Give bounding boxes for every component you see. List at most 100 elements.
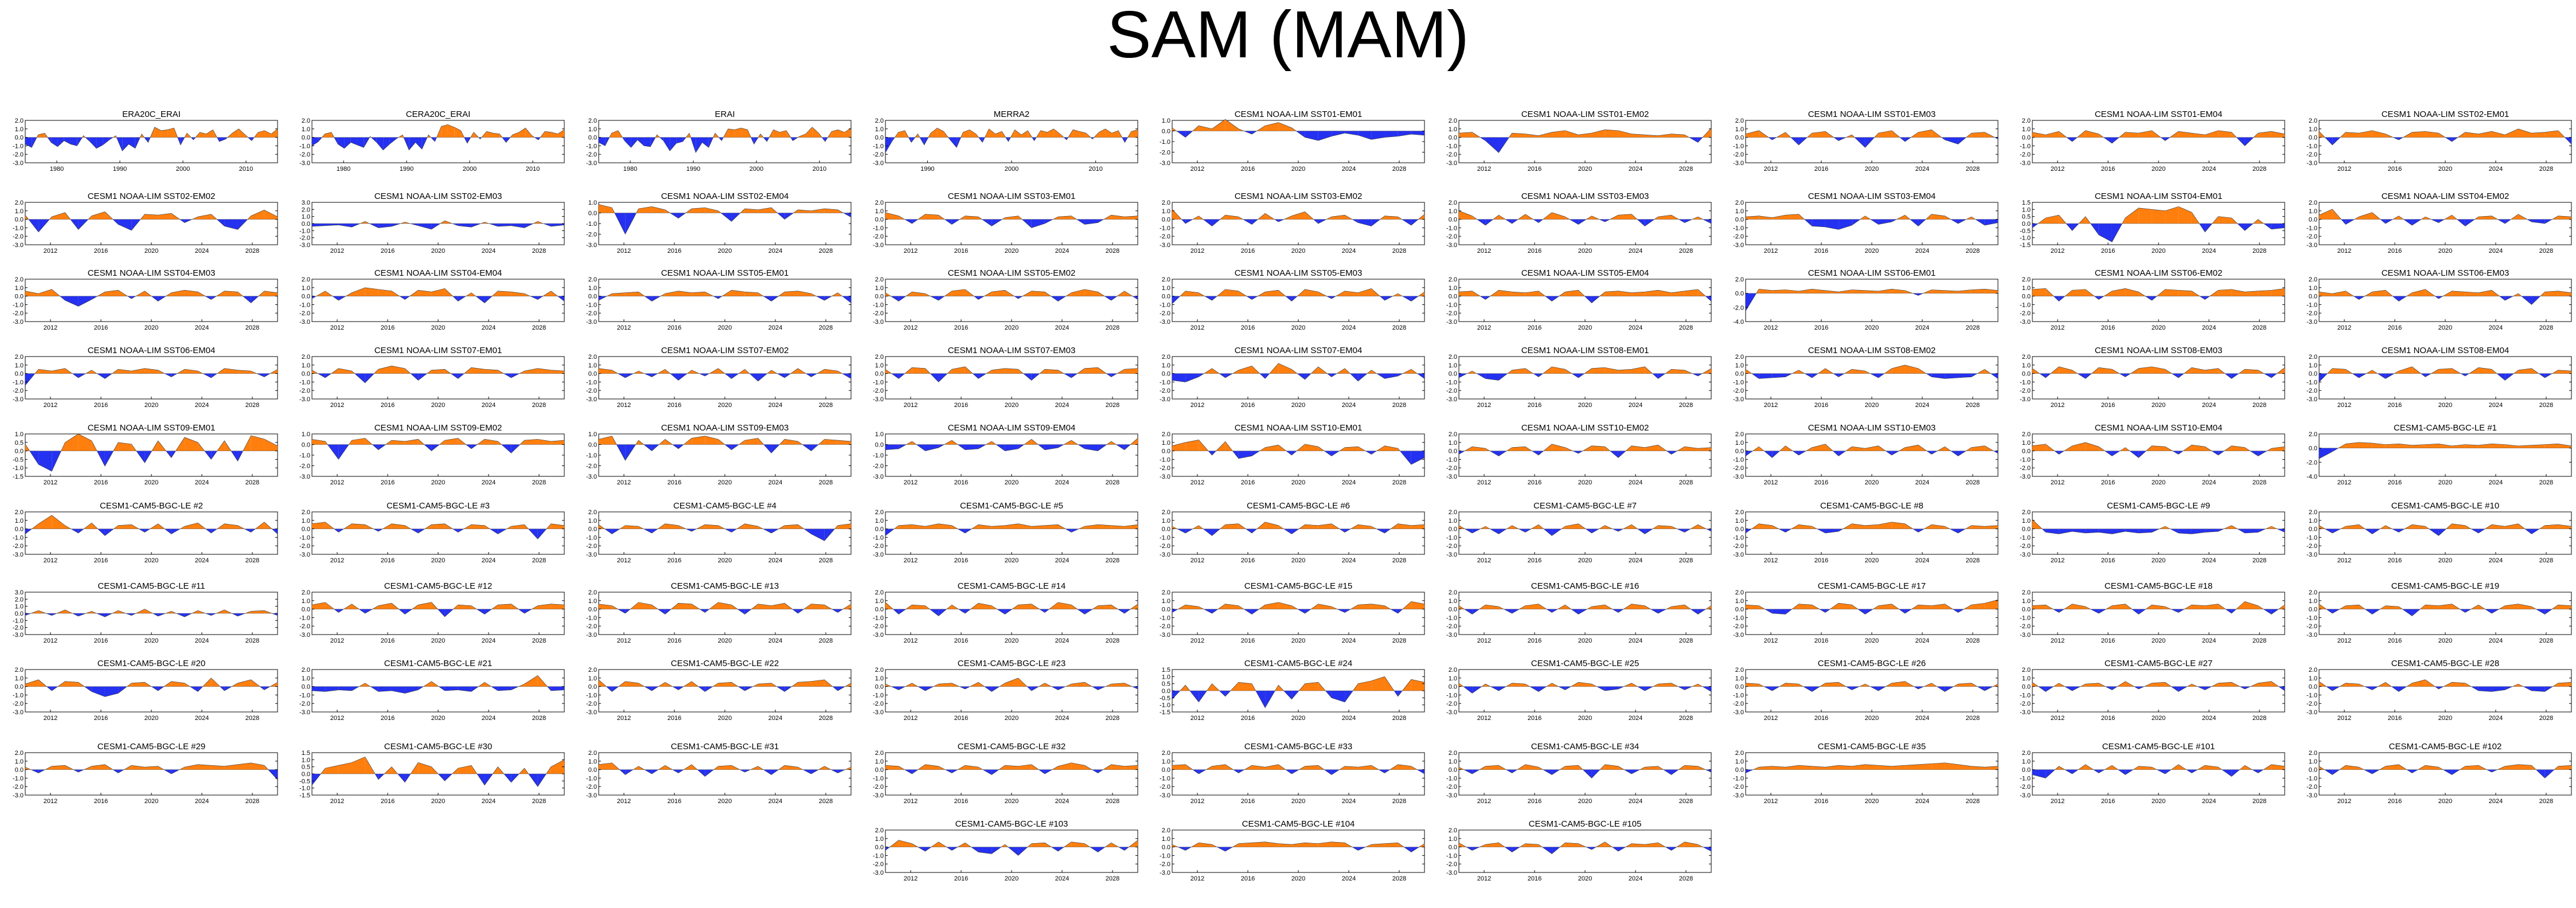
anomaly-area (1005, 765, 1018, 770)
x-tick-label: 2016 (381, 715, 395, 722)
x-tick-label: 2028 (532, 715, 546, 722)
panel-frame (311, 511, 565, 555)
anomaly-area (557, 130, 564, 138)
y-tick-label: 0.0 (15, 371, 24, 378)
series-line (1172, 601, 1425, 615)
anomaly-area (1632, 134, 1645, 138)
panel-frame (885, 752, 1138, 796)
y-tick-label: -2.0 (1446, 543, 1457, 550)
series-line (1745, 288, 1999, 311)
anomaly-area (1931, 604, 1945, 609)
panel: CESM1 NOAA-LIM SST07-EM042.01.00.0-1.0-2… (1160, 346, 1425, 409)
anomaly-area (718, 602, 732, 609)
anomaly-area (2258, 290, 2271, 296)
y-tick-label: -1.0 (299, 143, 310, 150)
x-tick-label: 2020 (2152, 402, 2165, 409)
y-tick-label: 1.0 (302, 126, 310, 133)
y-tick-label: -2.0 (1160, 233, 1170, 240)
anomaly-area (625, 137, 631, 148)
x-tick-label: 2028 (245, 715, 259, 722)
y-tick-label: 0.0 (302, 293, 310, 300)
anomaly-area (2372, 130, 2386, 138)
panel-title: CESM1 NOAA-LIM SST01-EM01 (1235, 109, 1363, 119)
anomaly-area (2412, 289, 2426, 296)
panel-title: CESM1 NOAA-LIM SST03-EM02 (1235, 191, 1363, 201)
anomaly-area (52, 515, 65, 529)
x-tick-label: 2024 (1629, 557, 1642, 564)
y-tick-label: -2.0 (873, 784, 884, 790)
panel-frame (2319, 592, 2572, 635)
panel: CESM1 NOAA-LIM SST07-EM012.01.00.0-1.0-2… (299, 346, 565, 409)
anomaly-area (1852, 289, 1865, 293)
anomaly-area (744, 523, 758, 529)
x-tick-label: 2016 (1241, 715, 1255, 722)
y-tick-label: -3.0 (586, 551, 597, 558)
y-tick-label: 2.0 (15, 199, 24, 206)
y-tick-label: 2.0 (1735, 667, 1744, 674)
panel-frame (1458, 279, 1712, 322)
y-tick-label: -1.0 (873, 143, 884, 150)
panel-title: CESM1 NOAA-LIM SST02-EM03 (374, 191, 502, 201)
anomaly-area (1645, 766, 1658, 770)
anomaly-area (1047, 128, 1054, 138)
x-tick-label: 2028 (245, 798, 259, 805)
y-tick-label: 2.0 (2309, 667, 2317, 674)
panel: CESM1-CAM5-BGC-LE #282.01.00.0-1.0-2.0-3… (2306, 659, 2572, 722)
y-tick-label: -2.0 (2020, 465, 2031, 472)
anomaly-area (806, 127, 813, 138)
x-tick-label: 2020 (145, 479, 158, 486)
anomaly-area (145, 214, 158, 220)
anomaly-area (784, 291, 798, 296)
anomaly-area (145, 766, 158, 770)
anomaly-area (885, 444, 899, 450)
y-tick-label: -2.0 (13, 625, 24, 632)
x-tick-label: 2012 (330, 798, 344, 805)
panel-title: CESM1 NOAA-LIM SST03-EM03 (1521, 191, 1649, 201)
x-tick-label: 2028 (1106, 798, 1119, 805)
x-tick-label: 2028 (2539, 479, 2553, 486)
y-tick-label: 0.0 (302, 771, 310, 778)
series-line (1745, 600, 1999, 615)
anomaly-area (912, 367, 926, 374)
x-tick-label: 2020 (1005, 557, 1018, 564)
series-line (1458, 523, 1712, 536)
y-tick-label: 2.0 (1735, 199, 1744, 206)
y-tick-label: 0.0 (1162, 128, 1170, 135)
anomaly-area (537, 604, 551, 609)
anomaly-area (131, 682, 145, 687)
y-tick-label: 1.0 (875, 208, 884, 215)
y-tick-label: -3.0 (2020, 551, 2031, 558)
anomaly-area (454, 127, 461, 138)
anomaly-area (1971, 525, 1985, 529)
anomaly-area (1565, 130, 1579, 138)
anomaly-area (1099, 128, 1106, 138)
anomaly-area (357, 137, 364, 148)
anomaly-area (912, 605, 926, 609)
x-tick-label: 2016 (1241, 166, 1255, 173)
x-tick-label: 2016 (1814, 557, 1828, 564)
y-tick-label: -2.0 (2306, 388, 2317, 394)
y-tick-label: -1.0 (2306, 143, 2317, 150)
y-tick-label: -2.0 (1446, 465, 1457, 472)
panel-title: CESM1 NOAA-LIM SST01-EM03 (1808, 109, 1936, 119)
x-tick-label: 2020 (1578, 402, 1592, 409)
anomaly-area (1411, 451, 1424, 465)
x-tick-label: 2012 (2337, 166, 2351, 173)
x-tick-label: 2028 (245, 637, 259, 644)
anomaly-area (925, 523, 939, 529)
y-tick-label: 1.0 (1162, 440, 1170, 447)
anomaly-area (1512, 292, 1525, 296)
y-tick-label: 1.0 (875, 675, 884, 682)
anomaly-area (441, 124, 448, 138)
y-tick-label: -2.0 (873, 233, 884, 240)
panel-frame (2032, 356, 2285, 400)
x-tick-label: 2028 (2253, 637, 2266, 644)
series-line (1745, 681, 1999, 692)
anomaly-area (1018, 764, 1032, 770)
x-tick-label: 2016 (1528, 479, 1541, 486)
anomaly-area (325, 224, 339, 226)
y-tick-label: 0.0 (1162, 293, 1170, 300)
anomaly-area (779, 130, 787, 138)
anomaly-area (167, 128, 174, 138)
anomaly-area (1305, 444, 1318, 451)
